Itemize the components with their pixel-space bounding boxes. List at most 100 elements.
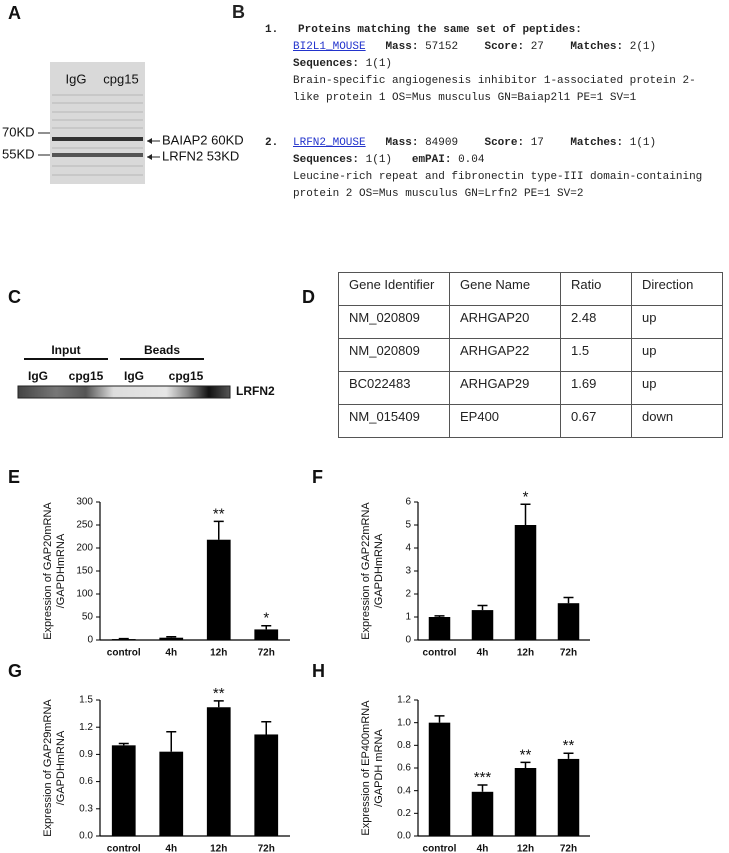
- x-tick-label: 4h: [165, 648, 177, 659]
- table-row: NM_020809 ARHGAP20 2.48 up: [338, 305, 723, 339]
- y-tick-label: 1.2: [79, 722, 93, 733]
- table-cell: up: [631, 305, 723, 339]
- y-axis-label: Expression of EP400mRNA: [360, 700, 372, 836]
- error-bar: [563, 752, 574, 759]
- panel-letter: E: [8, 467, 20, 487]
- y-tick-label: 250: [76, 520, 93, 531]
- bar: [428, 617, 451, 640]
- lane-label: cpg15: [103, 71, 138, 86]
- y-tick-label: 50: [82, 612, 94, 623]
- x-tick-label: control: [423, 844, 457, 853]
- table-cell: EP400: [449, 404, 561, 438]
- entry-fields: LRFN2_MOUSE Mass: 84909 Score: 17 Matche…: [265, 135, 720, 203]
- x-tick-label: 4h: [477, 648, 489, 659]
- blot-texture: [52, 94, 143, 176]
- field-label: Mass:: [385, 41, 419, 53]
- panel-letter: H: [312, 661, 325, 681]
- y-tick-label: 3: [405, 566, 411, 577]
- error-bar: [166, 730, 177, 752]
- field-label: Matches:: [570, 41, 624, 53]
- y-tick-label: 0.9: [79, 749, 93, 760]
- panel-letter: C: [8, 287, 21, 307]
- description: Brain-specific angiogenesis inhibitor 1-…: [293, 75, 696, 104]
- y-axis-label: Expression of GAP20mRNA: [42, 502, 54, 640]
- x-tick-label: control: [107, 648, 141, 659]
- error-bar: [520, 503, 531, 525]
- y-tick-label: 0.3: [79, 803, 93, 814]
- lane-label: cpg15: [69, 369, 104, 383]
- y-tick-label: 0.8: [397, 740, 411, 751]
- field-label: Sequences:: [293, 154, 360, 166]
- bar: [471, 610, 494, 640]
- blot: [50, 62, 145, 184]
- y-tick-label: 1.5: [79, 695, 93, 706]
- error-bar: [166, 636, 177, 638]
- y-tick-label: 6: [405, 497, 411, 508]
- y-tick-label: 0.6: [397, 763, 411, 774]
- y-tick-label: 100: [76, 589, 93, 600]
- field-label: Sequences:: [293, 58, 360, 70]
- y-tick-label: 1: [405, 612, 411, 623]
- entry: 1. Proteins matching the same set of pep…: [265, 22, 720, 39]
- y-tick-label: 2: [405, 589, 411, 600]
- error-bar: [434, 615, 445, 617]
- table-row: NM_015409 EP400 0.67 down: [338, 404, 723, 438]
- table-cell: 2.48: [560, 305, 632, 339]
- bar: [471, 791, 494, 836]
- table-cell: 1.5: [560, 338, 632, 372]
- bar: [111, 639, 136, 640]
- y-tick-label: 1.2: [397, 695, 411, 706]
- table-cell: ARHGAP22: [449, 338, 561, 372]
- y-tick-label: 0.2: [397, 808, 411, 819]
- protein-link[interactable]: LRFN2_MOUSE: [293, 137, 366, 149]
- protein-link[interactable]: BI2L1_MOUSE: [293, 41, 366, 53]
- y-tick-label: 0.0: [79, 831, 93, 842]
- bar: [159, 637, 184, 640]
- panel-letter: G: [8, 661, 22, 681]
- entry-fields: BI2L1_MOUSE Mass: 57152 Score: 27 Matche…: [265, 39, 720, 107]
- error-bar: [118, 742, 129, 746]
- field-value: 27: [530, 41, 544, 53]
- y-axis-label: /GAPDHmRNA: [373, 533, 385, 608]
- x-tick-label: 72h: [560, 648, 577, 659]
- x-tick-label: 72h: [560, 844, 577, 853]
- y-tick-label: 150: [76, 566, 93, 577]
- significance-label: ***: [474, 769, 492, 786]
- entry-number: 2.: [265, 137, 279, 149]
- group-label: Input: [51, 343, 80, 357]
- y-tick-label: 200: [76, 543, 93, 554]
- field-value: 1(1): [365, 154, 393, 166]
- entry-number: 1.: [265, 24, 279, 36]
- gene-table: Gene Identifier Gene Name Ratio Directio…: [338, 272, 723, 438]
- significance-label: **: [213, 685, 225, 702]
- y-axis-label: /GAPDH mRNA: [373, 729, 385, 807]
- mascot-results: B 1. Proteins matching the same set of p…: [232, 3, 720, 203]
- lane-label: IgG: [66, 71, 87, 86]
- heading: Proteins matching the same set of peptid…: [298, 24, 582, 36]
- significance-label: *: [523, 488, 529, 505]
- x-tick-label: 4h: [165, 844, 177, 853]
- y-axis-label: Expression of GAP29mRNA: [42, 699, 54, 837]
- y-tick-label: 5: [405, 520, 411, 531]
- header-cell: Gene Name: [449, 272, 561, 306]
- field-label: Mass:: [385, 137, 419, 149]
- bar: [206, 539, 231, 640]
- panel-letter: A: [8, 3, 21, 23]
- lane-label: IgG: [124, 369, 144, 383]
- x-tick-label: control: [107, 844, 141, 853]
- error-bar: [434, 715, 445, 723]
- bar: [514, 768, 537, 836]
- blot-strip: [17, 385, 231, 399]
- description: Leucine-rich repeat and fibronectin type…: [293, 171, 703, 200]
- y-axis-label: /GAPDHmRNA: [55, 533, 67, 608]
- entry: 2.: [265, 135, 720, 152]
- table-cell: 1.69: [560, 371, 632, 405]
- field-value: 57152: [425, 41, 459, 53]
- error-bar: [261, 624, 272, 630]
- lane-label: cpg15: [169, 369, 204, 383]
- bar: [557, 758, 580, 836]
- bar: [111, 745, 136, 836]
- table-cell: up: [631, 338, 723, 372]
